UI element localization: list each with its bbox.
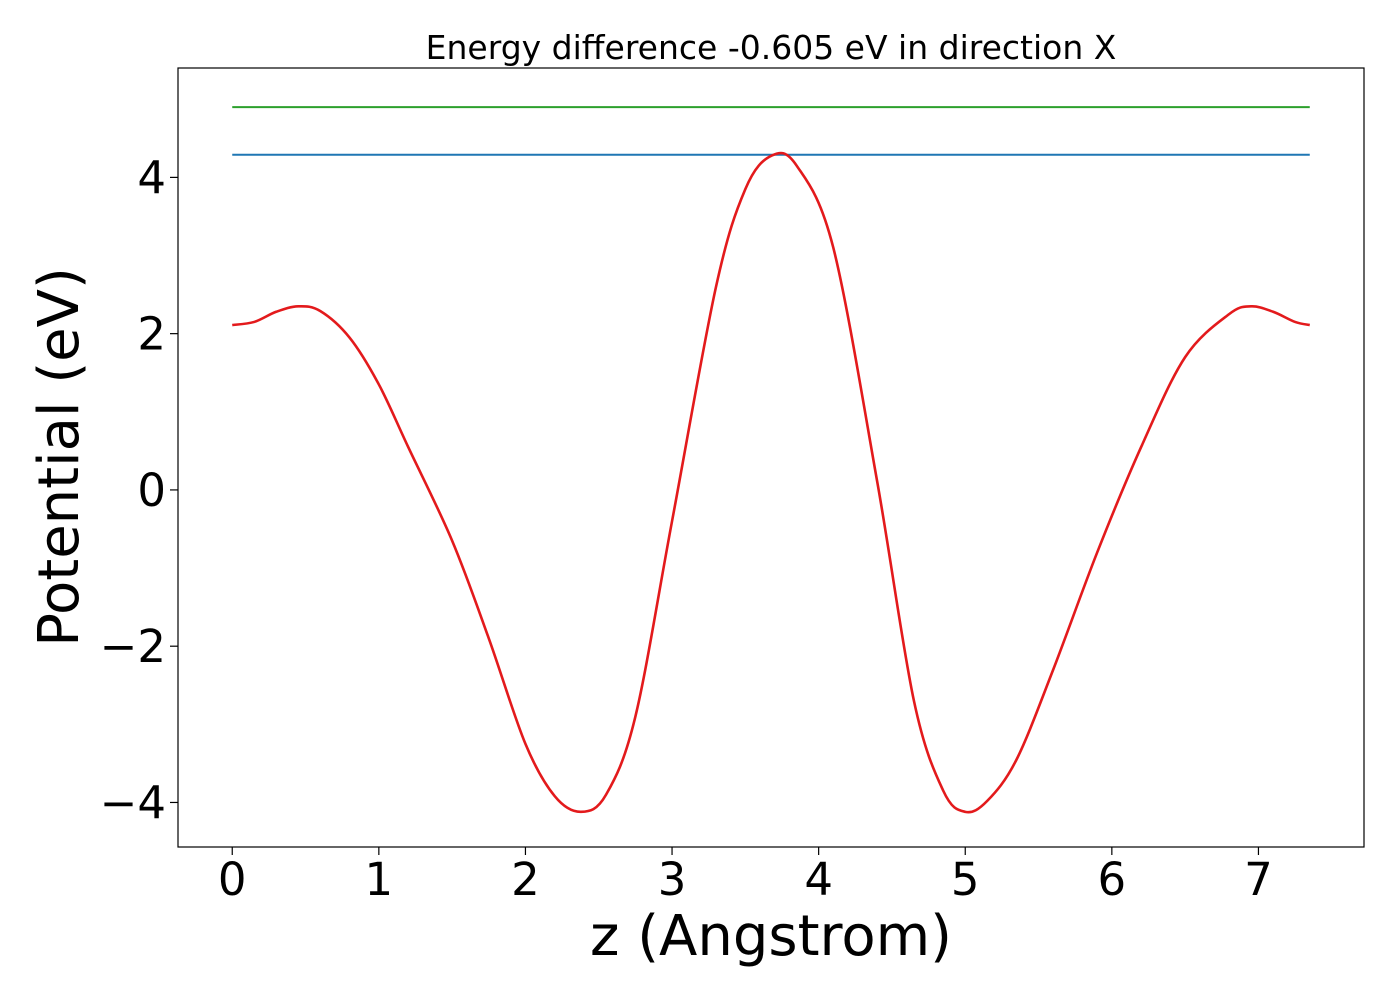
x-tick-label: 3 [658, 853, 687, 906]
x-tick-label: 0 [218, 853, 247, 906]
x-tick-label: 5 [951, 853, 980, 906]
y-tick-label: 2 [137, 308, 166, 361]
y-axis-ticks: −4 −2 0 2 4 [100, 151, 178, 829]
x-tick-label: 1 [365, 853, 394, 906]
y-tick-label: −4 [100, 776, 166, 829]
x-tick-label: 2 [511, 853, 540, 906]
x-axis-ticks: 0 1 2 3 4 5 6 7 [218, 847, 1273, 906]
x-tick-label: 7 [1244, 853, 1273, 906]
plot-frame [177, 67, 1365, 848]
x-axis-label: z (Angstrom) [590, 904, 952, 969]
chart-title: Energy difference -0.605 eV in direction… [426, 28, 1117, 67]
x-tick-label: 4 [804, 853, 833, 906]
potential-curve [232, 151, 1311, 814]
plot-lines [232, 106, 1311, 814]
y-axis-label: Potential (eV) [27, 267, 92, 647]
y-tick-label: −2 [100, 620, 166, 673]
x-tick-label: 6 [1098, 853, 1127, 906]
y-tick-label: 4 [137, 151, 166, 204]
y-tick-label: 0 [137, 464, 166, 517]
